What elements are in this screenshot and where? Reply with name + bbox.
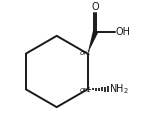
Polygon shape [88, 31, 98, 54]
Text: or1: or1 [80, 87, 92, 93]
Text: OH: OH [115, 27, 130, 37]
Text: or1: or1 [80, 50, 92, 56]
Text: NH$_2$: NH$_2$ [109, 83, 129, 96]
Text: O: O [92, 2, 99, 12]
